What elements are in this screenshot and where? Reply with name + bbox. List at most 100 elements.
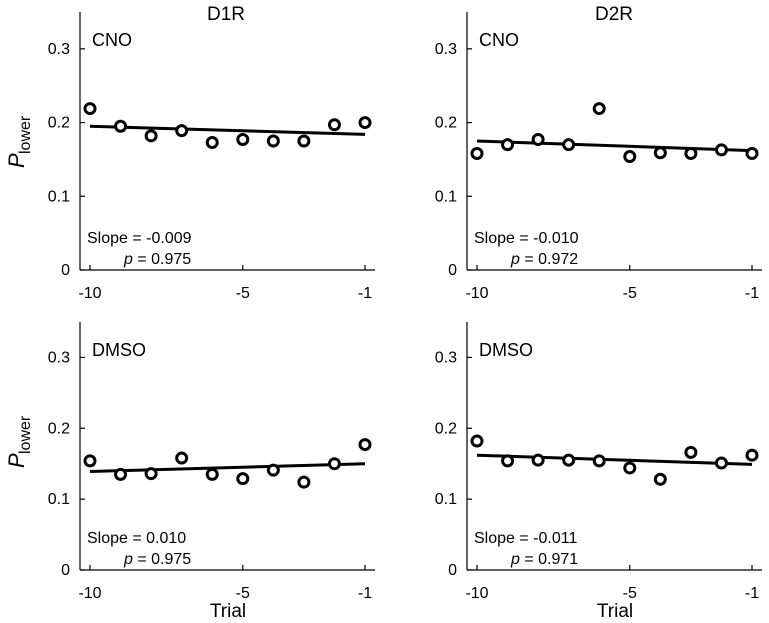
data-point xyxy=(623,149,637,163)
slope-text: Slope = -0.011 xyxy=(474,530,577,547)
data-point xyxy=(562,138,576,152)
y-tick-label: 0 xyxy=(61,562,70,579)
condition-label: DMSO xyxy=(479,340,533,360)
data-point xyxy=(114,467,128,481)
data-point xyxy=(297,134,311,148)
p-value-text: p = 0.975 xyxy=(123,251,191,268)
x-tick-label: -10 xyxy=(465,585,488,602)
data-point xyxy=(501,454,515,468)
y-axis-label-bottom: P lower xyxy=(4,415,34,468)
x-axis-label-right: Trial xyxy=(597,601,633,622)
data-point xyxy=(144,129,158,143)
regression-line xyxy=(89,462,366,474)
p-value-text: p = 0.975 xyxy=(123,551,191,568)
column-title-d1r: D1R xyxy=(207,4,245,25)
x-tick-label: -1 xyxy=(358,585,372,602)
x-tick-label: -10 xyxy=(78,285,101,302)
condition-label: CNO xyxy=(479,30,519,50)
x-tick-label: -10 xyxy=(465,285,488,302)
y-tick-label: 0.3 xyxy=(48,41,70,58)
x-tick-label: -5 xyxy=(623,585,637,602)
data-point xyxy=(114,119,128,133)
data-point xyxy=(714,456,728,470)
y-tick-label: 0.1 xyxy=(48,491,70,508)
y-tick-label: 0.1 xyxy=(435,491,457,508)
data-point xyxy=(205,467,219,481)
data-point xyxy=(297,475,311,489)
data-point xyxy=(83,102,97,116)
data-point xyxy=(358,116,372,130)
data-point xyxy=(684,147,698,161)
data-point xyxy=(175,124,189,138)
data-point xyxy=(144,467,158,481)
data-point xyxy=(501,138,515,152)
data-point xyxy=(531,133,545,147)
y-tick-label: 0.2 xyxy=(435,420,457,437)
data-point xyxy=(266,134,280,148)
data-point xyxy=(562,453,576,467)
data-point xyxy=(592,454,606,468)
condition-label: DMSO xyxy=(92,340,146,360)
data-point xyxy=(653,146,667,160)
y-tick-label: 0.1 xyxy=(435,188,457,205)
y-axis-label-main: P xyxy=(4,453,29,468)
x-tick-label: -5 xyxy=(236,285,250,302)
data-point xyxy=(592,102,606,116)
data-point xyxy=(653,472,667,486)
p-value: = 0.975 xyxy=(133,551,191,568)
y-tick-label: 0 xyxy=(448,262,457,279)
data-point xyxy=(236,133,250,147)
data-point xyxy=(327,118,341,132)
panel-d1r-dmso: 0 0.1 0.2 0.3 -10 -5 -1 DMSO Slope = 0.010 p = 0.… xyxy=(48,322,375,602)
x-tick-label: -1 xyxy=(745,285,759,302)
x-tick-label: -10 xyxy=(78,585,101,602)
y-tick-label: 0.3 xyxy=(435,349,457,366)
p-value-text: p = 0.971 xyxy=(510,551,578,568)
y-tick-label: 0.1 xyxy=(48,188,70,205)
panel-d1r-cno: 0 0.1 0.2 0.3 -10 -5 -1 CNO Slope = -0.009 p = 0.… xyxy=(48,12,375,302)
data-point xyxy=(205,135,219,149)
data-point xyxy=(358,438,372,452)
data-point xyxy=(236,472,250,486)
p-symbol: p xyxy=(123,551,133,568)
data-point xyxy=(175,451,189,465)
y-tick-label: 0.2 xyxy=(48,420,70,437)
data-point xyxy=(745,448,759,462)
data-point xyxy=(327,457,341,471)
y-tick-label: 0 xyxy=(61,262,70,279)
p-symbol: p xyxy=(510,251,520,268)
regression-line xyxy=(476,453,753,466)
y-axis-label-main: P xyxy=(4,153,29,168)
p-value-text: p = 0.972 xyxy=(510,251,578,268)
data-point xyxy=(470,147,484,161)
slope-text: Slope = -0.010 xyxy=(474,230,579,247)
data-point xyxy=(714,143,728,157)
data-point xyxy=(745,147,759,161)
p-value: = 0.975 xyxy=(133,251,191,268)
y-tick-label: 0.2 xyxy=(48,115,70,132)
panel-d2r-dmso: 0 0.1 0.2 0.3 -10 -5 -1 DMSO Slope = -0.011 p = 0… xyxy=(435,322,762,602)
column-title-d2r: D2R xyxy=(595,4,633,25)
x-tick-label: -1 xyxy=(745,585,759,602)
data-point xyxy=(684,445,698,459)
y-tick-label: 0 xyxy=(448,562,457,579)
y-tick-label: 0.3 xyxy=(48,349,70,366)
condition-label: CNO xyxy=(92,30,132,50)
slope-text: Slope = -0.009 xyxy=(87,230,192,247)
y-axis-label-subscript: lower xyxy=(17,415,34,454)
data-point xyxy=(531,453,545,467)
x-tick-label: -1 xyxy=(358,285,372,302)
x-axis-label-left: Trial xyxy=(210,601,246,622)
regression-line xyxy=(476,139,753,153)
p-symbol: p xyxy=(510,551,520,568)
p-symbol: p xyxy=(123,251,133,268)
x-tick-label: -5 xyxy=(623,285,637,302)
regression-line xyxy=(89,124,366,136)
data-point xyxy=(623,461,637,475)
data-point xyxy=(470,434,484,448)
y-tick-label: 0.3 xyxy=(435,41,457,58)
y-axis-label-top: P lower xyxy=(4,115,34,168)
y-axis-label-subscript: lower xyxy=(17,115,34,154)
x-tick-label: -5 xyxy=(236,585,250,602)
